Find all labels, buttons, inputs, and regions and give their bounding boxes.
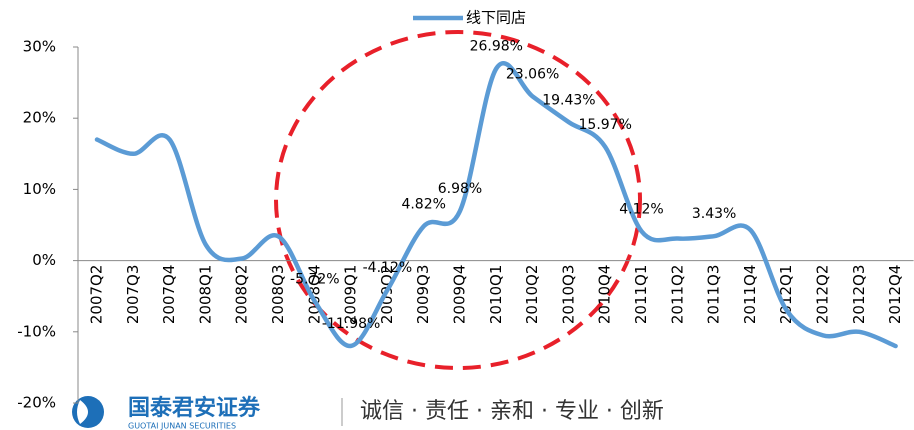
legend-label: 线下同店	[466, 9, 526, 27]
data-label: 4.82%	[401, 196, 445, 212]
data-label: 6.98%	[438, 181, 482, 197]
x-tick-label: 2007Q3	[124, 265, 142, 325]
data-label: -11.98%	[322, 316, 380, 332]
highlight-ellipse	[274, 30, 642, 370]
motto: 诚信 · 责任 · 亲和 · 专业 · 创新	[360, 399, 664, 424]
data-label: 19.43%	[542, 92, 595, 108]
y-tick-label: 20%	[23, 109, 56, 127]
x-tick-label: 2011Q2	[668, 265, 686, 325]
company: 国泰君安证券	[128, 395, 261, 421]
x-tick-label: 2010Q3	[559, 265, 577, 325]
x-tick-label: 2011Q1	[632, 265, 650, 325]
series-line	[94, 61, 898, 349]
x-tick-label: 2011Q4	[741, 265, 759, 325]
data-label: -5.72%	[290, 271, 340, 287]
data-label: 26.98%	[470, 39, 523, 55]
x-tick-label: 2010Q2	[523, 265, 541, 325]
x-tick-label: 2010Q4	[596, 265, 614, 325]
company-en: GUOTAI JUNAN SECURITIES	[128, 422, 236, 430]
x-tick-label: 2012Q4	[886, 265, 904, 325]
x-tick-label: 2007Q4	[160, 265, 178, 325]
x-tick-label: 2009Q4	[451, 265, 469, 325]
y-tick-label: -10%	[17, 322, 56, 340]
data-label: 23.06%	[506, 66, 559, 82]
data-label: -4.12%	[363, 260, 413, 276]
x-tick-label: 2009Q3	[414, 265, 432, 325]
x-tick-label: 2008Q1	[196, 265, 214, 325]
footer: 国泰君安证券 GUOTAI JUNAN SECURITIES 诚信 · 责任 ·…	[72, 395, 664, 430]
y-tick-label: 10%	[23, 180, 56, 198]
x-tick-label: 2012Q3	[850, 265, 868, 325]
data-label: 4.12%	[619, 201, 663, 217]
x-tick-label: 2012Q2	[814, 265, 832, 325]
y-tick-label: 0%	[32, 251, 56, 269]
x-tick-label: 2011Q3	[705, 265, 723, 325]
x-tick-label: 2008Q3	[269, 265, 287, 325]
x-tick-label: 2010Q1	[487, 265, 505, 325]
logo-mark	[77, 400, 88, 424]
data-label: 15.97%	[579, 117, 632, 133]
x-tick-label: 2008Q2	[233, 265, 251, 325]
x-tick-label: 2012Q1	[777, 265, 795, 325]
y-tick-label: -20%	[17, 394, 56, 412]
data-label: 3.43%	[692, 206, 736, 222]
x-tick-label: 2007Q2	[88, 265, 106, 325]
x-tick-label: 2009Q1	[342, 265, 360, 325]
y-tick-label: 30%	[23, 38, 56, 56]
